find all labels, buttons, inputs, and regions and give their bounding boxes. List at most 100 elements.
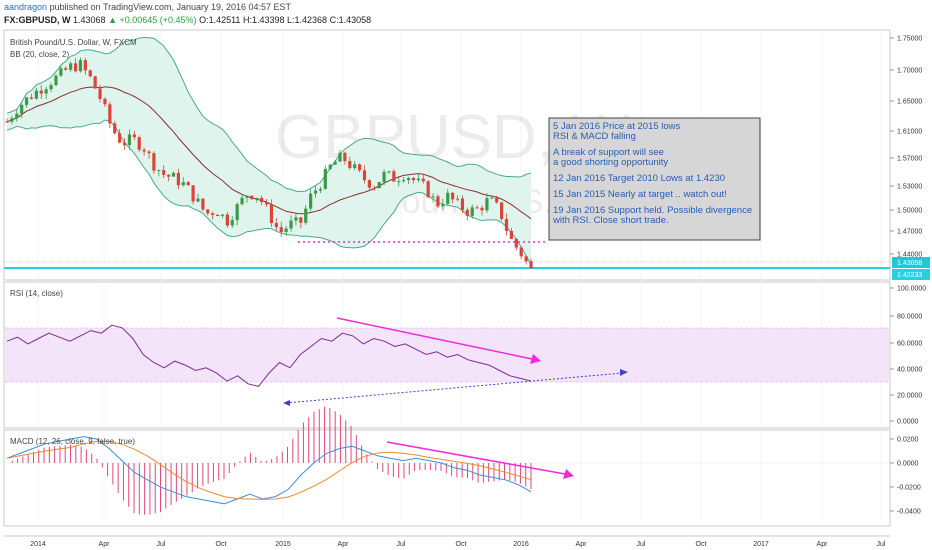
candle-body — [132, 134, 136, 138]
annotation-line: a good shorting opportunity — [553, 157, 668, 168]
price-tick-label: 1.70000 — [897, 68, 922, 75]
annotation-line: RSI & MACD falling — [553, 131, 636, 142]
candle-body — [289, 220, 293, 229]
candle-body — [490, 197, 494, 199]
candle-body — [64, 68, 68, 70]
candle-body — [215, 214, 220, 216]
candle-body — [93, 76, 97, 89]
annotation-line: 5 Jan 2016 Price at 2015 lows — [553, 121, 681, 132]
macd-histogram — [11, 406, 532, 515]
candle-body — [54, 75, 58, 86]
candle-body — [279, 227, 283, 232]
candle-body — [397, 181, 401, 183]
candle-body — [372, 187, 376, 189]
time-axis-label: Oct — [696, 541, 707, 548]
price-tick-label: 1.61000 — [897, 129, 922, 136]
price-tick-label: 1.50000 — [897, 208, 922, 215]
rsi-axis[interactable]: 100.0000 80.0000 60.0000 40.0000 20.0000 0.00… — [890, 286, 926, 426]
last-price-badge — [892, 257, 930, 268]
candle-body — [240, 197, 244, 205]
candle-body — [387, 171, 391, 173]
time-axis-label: Apr — [99, 541, 111, 548]
rsi-tick-label: 100.0000 — [897, 286, 926, 293]
candle-body — [357, 164, 362, 171]
candle-body — [255, 197, 259, 200]
candle-body — [29, 97, 34, 99]
time-axis[interactable]: 2014 Apr Jul Oct 2015 Apr Jul Oct 2016 Apr Jul Oct 2… — [30, 541, 886, 548]
candle-body — [206, 209, 210, 214]
rsi-trendline-up[interactable] — [285, 372, 623, 404]
candle-body — [269, 204, 274, 224]
candle-body — [20, 104, 24, 114]
candle-body — [186, 182, 190, 186]
time-axis-label: 2014 — [30, 541, 46, 548]
time-axis-label: 2016 — [513, 541, 529, 548]
symbol-label: FX:GBPUSD, W — [4, 15, 71, 25]
candle-body — [34, 90, 38, 99]
candle-body — [191, 185, 195, 202]
macd-axis[interactable]: 0.0200 0.0000 -0.0200 -0.0400 — [890, 437, 921, 516]
rsi-trendline-down[interactable] — [336, 317, 533, 360]
rsi-pane[interactable] — [3, 281, 891, 429]
price-change: ▲ +0.00645 (+0.45%) — [108, 15, 197, 25]
candle-body — [318, 188, 323, 191]
candle-body — [514, 238, 518, 248]
macd-tick-label: 0.0000 — [897, 461, 919, 468]
candle-body — [500, 202, 504, 220]
support-price-badge-text: 1.42233 — [897, 272, 922, 279]
macd-trendline[interactable] — [386, 441, 566, 475]
candle-body — [529, 261, 533, 269]
candle-body — [284, 228, 288, 232]
last-price-badge-text: 1.43058 — [897, 260, 922, 267]
candle-body — [402, 180, 406, 182]
ohlc-line: FX:GBPUSD, W 1.43068 ▲ +0.00645 (+0.45%)… — [4, 15, 371, 25]
candle-body — [78, 60, 83, 72]
candle-body — [348, 161, 352, 169]
candle-body — [49, 85, 53, 90]
candle-body — [245, 195, 249, 198]
candle-body — [137, 137, 141, 150]
rsi-band — [5, 328, 889, 382]
candle-body — [10, 118, 14, 122]
candle-body — [230, 220, 234, 226]
price-tick-label: 1.47000 — [897, 229, 922, 236]
candle-body — [122, 142, 127, 146]
price-pane[interactable] — [3, 29, 891, 281]
rsi-tick-label: 60.0000 — [897, 341, 922, 348]
candle-body — [485, 198, 489, 211]
candle-body — [451, 192, 455, 200]
rsi-trendline-down-arrow — [530, 354, 541, 364]
candle-body — [171, 172, 176, 177]
annotation-box[interactable] — [548, 117, 761, 241]
price-pane-title: British Pound/U.S. Dollar, W, FXCM — [10, 38, 137, 47]
time-axis-label: Apr — [817, 541, 829, 548]
candle-body — [382, 171, 386, 183]
candle-body — [495, 197, 499, 203]
chart-area[interactable]: GBPUSD, W British Pound/U.S. Dollar 5 Ja… — [0, 28, 932, 550]
candle-body — [338, 152, 342, 162]
candle-body — [519, 247, 523, 257]
time-axis-label: Oct — [216, 541, 227, 548]
candle-body — [309, 193, 313, 209]
annotation-line: 19 Jan 2016 Support held. Possible diver… — [553, 205, 752, 216]
macd-pane-title: MACD (12, 26, close, 9, false, true) — [10, 437, 135, 446]
bb-indicator-label: BB (20, close, 2) — [10, 50, 69, 59]
macd-signal-line — [6, 440, 532, 500]
price-axis[interactable]: 1.75000 1.70000 1.65000 1.61000 1.57000 1.530… — [890, 36, 922, 259]
candle-body — [113, 123, 117, 134]
bb-upper-line — [6, 36, 532, 193]
candle-body — [328, 164, 332, 169]
close-value: C:1.43058 — [329, 15, 372, 25]
candle-body — [304, 208, 308, 223]
candle-body — [59, 68, 63, 76]
author-link[interactable]: aandragon — [4, 2, 48, 12]
candle-body — [162, 170, 166, 175]
candle-body — [196, 198, 200, 202]
candle-body — [446, 192, 450, 204]
macd-pane[interactable] — [3, 429, 891, 527]
candle-body — [103, 98, 107, 105]
macd-tick-label: -0.0200 — [897, 485, 921, 492]
candle-body — [475, 207, 479, 209]
candle-body — [152, 153, 156, 171]
